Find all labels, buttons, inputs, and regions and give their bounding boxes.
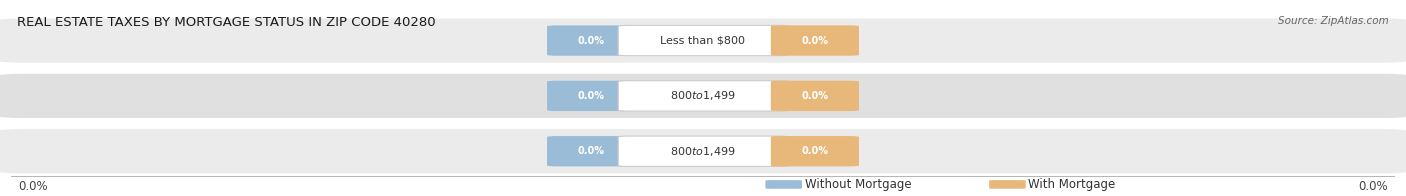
Text: $800 to $1,499: $800 to $1,499 [671,89,735,102]
Text: Source: ZipAtlas.com: Source: ZipAtlas.com [1278,16,1389,26]
FancyBboxPatch shape [0,18,1406,63]
Text: REAL ESTATE TAXES BY MORTGAGE STATUS IN ZIP CODE 40280: REAL ESTATE TAXES BY MORTGAGE STATUS IN … [17,16,436,29]
Text: 0.0%: 0.0% [18,180,48,193]
Text: 0.0%: 0.0% [801,91,828,101]
FancyBboxPatch shape [619,25,787,56]
Text: With Mortgage: With Mortgage [1028,178,1116,191]
FancyBboxPatch shape [765,180,801,189]
FancyBboxPatch shape [547,136,636,166]
FancyBboxPatch shape [770,25,859,56]
Text: Without Mortgage: Without Mortgage [804,178,911,191]
FancyBboxPatch shape [770,81,859,111]
Text: 0.0%: 0.0% [578,91,605,101]
Text: Less than $800: Less than $800 [661,35,745,45]
FancyBboxPatch shape [770,136,859,166]
Text: 0.0%: 0.0% [1358,180,1388,193]
Text: 0.0%: 0.0% [801,146,828,156]
Text: 0.0%: 0.0% [578,146,605,156]
FancyBboxPatch shape [547,25,636,56]
FancyBboxPatch shape [0,74,1406,118]
FancyBboxPatch shape [547,81,636,111]
FancyBboxPatch shape [990,180,1026,189]
FancyBboxPatch shape [619,81,787,111]
FancyBboxPatch shape [619,136,787,166]
Text: 0.0%: 0.0% [578,35,605,45]
FancyBboxPatch shape [0,129,1406,173]
Text: 0.0%: 0.0% [801,35,828,45]
Text: $800 to $1,499: $800 to $1,499 [671,145,735,158]
